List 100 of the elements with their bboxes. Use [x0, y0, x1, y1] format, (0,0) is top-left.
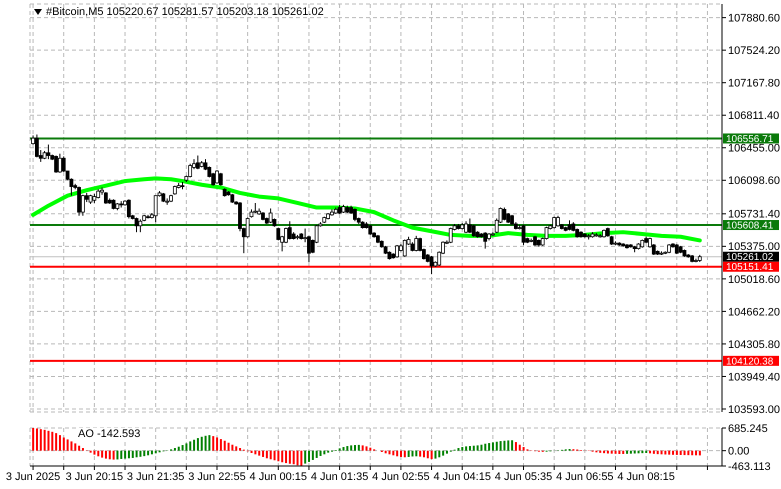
- bar: [189, 441, 192, 451]
- bar: [62, 437, 65, 451]
- candlestick: [338, 204, 342, 214]
- candlestick: [430, 255, 434, 275]
- bar: [262, 450, 264, 457]
- bar: [285, 450, 288, 464]
- bar: [507, 440, 510, 451]
- candlestick: [510, 214, 514, 226]
- x-tick-label: 4 Jun 06:55: [556, 470, 614, 483]
- candlestick: [414, 235, 418, 252]
- candlestick: [134, 217, 138, 233]
- candlestick: [161, 192, 166, 203]
- bar: [97, 450, 100, 456]
- bar: [442, 450, 444, 456]
- bar: [320, 450, 322, 456]
- bar: [204, 436, 207, 451]
- bar: [622, 450, 624, 454]
- x-tick-label: 3 Jun 22:55: [188, 470, 246, 483]
- bar: [316, 450, 318, 458]
- y-tick-label: 107167.80: [728, 78, 780, 90]
- bar: [461, 447, 464, 451]
- bar: [415, 450, 418, 456]
- bar: [312, 450, 314, 460]
- bar: [614, 450, 617, 454]
- bar: [274, 450, 276, 460]
- candlestick: [54, 155, 58, 174]
- candlestick: [556, 215, 560, 228]
- candlestick: [448, 227, 453, 244]
- bar: [369, 448, 372, 451]
- bar: [366, 446, 368, 451]
- x-tick-label: 3 Jun 21:35: [126, 470, 184, 483]
- bar: [304, 450, 306, 464]
- bar: [132, 450, 134, 458]
- ref-line-label: 105608.41: [726, 220, 774, 232]
- bar: [434, 450, 436, 459]
- candlestick: [46, 144, 50, 160]
- bar: [74, 443, 76, 451]
- chart-title: AO -142.593: [76, 428, 142, 440]
- x-tick-label: 4 Jun 04:15: [433, 470, 491, 483]
- x-tick-label: 3 Jun 20:15: [66, 470, 124, 483]
- bar: [514, 442, 517, 451]
- bar: [78, 446, 80, 451]
- bar: [672, 450, 674, 455]
- bar: [235, 446, 238, 451]
- bar: [392, 450, 394, 456]
- bar: [638, 450, 640, 454]
- bar: [350, 445, 352, 451]
- candlestick: [96, 188, 100, 199]
- bar: [32, 428, 34, 451]
- bar: [55, 433, 58, 451]
- bar: [150, 450, 153, 454]
- bar: [139, 450, 142, 457]
- bar: [438, 450, 440, 458]
- candlestick: [368, 224, 372, 236]
- candlestick: [172, 185, 177, 196]
- bar: [143, 450, 146, 456]
- candlestick: [402, 238, 407, 258]
- bar: [500, 441, 502, 451]
- candlestick: [104, 192, 108, 204]
- bar: [231, 444, 234, 451]
- bar: [136, 450, 138, 458]
- candlestick: [92, 193, 96, 204]
- bar: [288, 450, 291, 464]
- bar: [66, 439, 69, 451]
- bar: [687, 450, 690, 456]
- bar: [40, 429, 42, 451]
- bar: [503, 440, 506, 451]
- bar: [511, 440, 514, 451]
- bar: [93, 450, 96, 455]
- bar: [610, 450, 613, 454]
- y-tick-label: 107524.20: [728, 45, 780, 58]
- candlestick: [353, 208, 357, 222]
- y-tick-label: 103593.00: [728, 404, 780, 416]
- x-tick-label: 4 Jun 01:35: [310, 470, 368, 483]
- bar: [411, 450, 414, 456]
- candlestick: [58, 153, 62, 174]
- bar: [193, 440, 196, 451]
- bar: [308, 450, 310, 462]
- bar: [522, 447, 525, 451]
- y-tick-label: 107880.60: [728, 12, 780, 25]
- candlestick: [138, 218, 142, 233]
- bar: [101, 450, 104, 458]
- chart-title: #Bitcoin,M5 105220.67 105281.57 105203.18 105261.02: [46, 6, 324, 18]
- bar: [488, 443, 490, 451]
- candlestick: [288, 220, 292, 240]
- candlestick: [126, 198, 131, 219]
- candlestick: [188, 163, 192, 178]
- bar: [239, 448, 242, 451]
- ref-line-label: 106556.71: [726, 134, 774, 145]
- candlestick: [483, 232, 488, 250]
- x-tick-label: 3 Jun 2025: [6, 470, 60, 483]
- bar: [112, 450, 115, 460]
- candlestick: [468, 218, 472, 234]
- y-tick-label: 103949.40: [728, 371, 780, 384]
- bar: [484, 444, 486, 451]
- bar: [472, 446, 475, 451]
- candlestick: [88, 194, 92, 204]
- bar: [641, 450, 644, 454]
- bar: [300, 450, 302, 466]
- bar: [104, 450, 107, 459]
